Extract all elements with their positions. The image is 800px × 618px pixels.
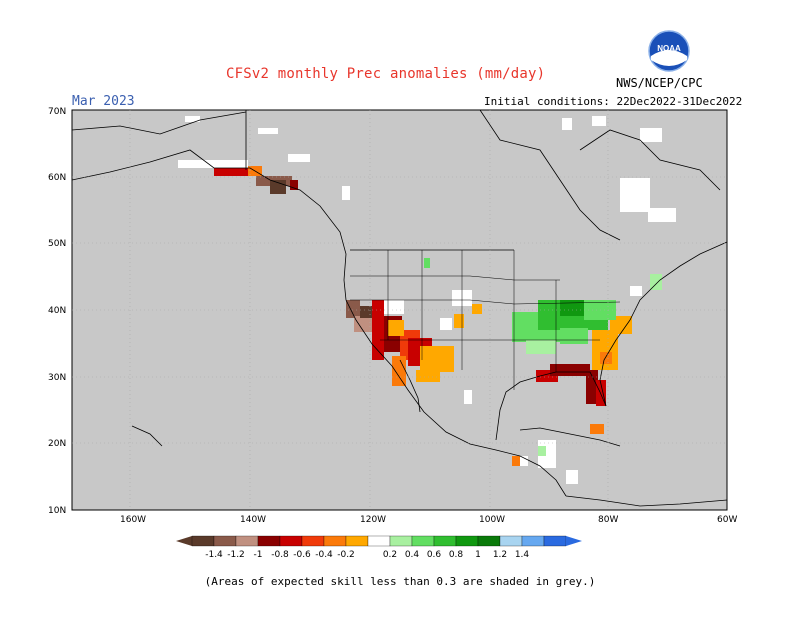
lat-label: 10N — [48, 506, 66, 516]
colorbar-left-arrow — [176, 536, 192, 546]
colorbar-swatch — [345, 535, 369, 547]
colorbar-swatch — [279, 535, 303, 547]
colorbar-label: 0.8 — [449, 550, 464, 560]
colorbar-swatch — [235, 535, 259, 547]
lon-label: 60W — [717, 515, 737, 525]
colorbar-label: -0.2 — [337, 550, 355, 560]
neutral-patches — [178, 116, 676, 484]
colorbar-label: 0.2 — [383, 550, 397, 560]
colorbar-right-arrow — [566, 536, 582, 546]
logo-text: NOAA — [657, 44, 681, 53]
colorbar-swatch — [367, 535, 391, 547]
colorbar-label: 1.2 — [493, 550, 507, 560]
colorbar: -1.4 -1.2 -1 -0.8 -0.6 -0.4 -0.2 0.2 0.4 0.6 0.8 1 1… — [176, 535, 582, 560]
lat-label: 60N — [48, 173, 66, 183]
colorbar-swatch — [411, 535, 435, 547]
lon-label: 120W — [360, 515, 386, 525]
colorbar-swatch — [521, 535, 545, 547]
lon-label: 100W — [479, 515, 505, 525]
colorbar-label: 0.4 — [405, 550, 420, 560]
lat-axis: 70N 60N 50N 40N 30N 20N 10N — [48, 107, 66, 516]
lon-label: 140W — [240, 515, 266, 525]
target-month: Mar 2023 — [72, 94, 135, 109]
lon-axis: 160W 140W 120W 100W 80W 60W — [120, 515, 737, 525]
lat-label: 20N — [48, 439, 66, 449]
colorbar-label: -0.6 — [293, 550, 311, 560]
lat-label: 30N — [48, 373, 66, 383]
colorbar-label: -1.4 — [205, 550, 223, 560]
lon-label: 80W — [598, 515, 618, 525]
colorbar-swatch — [191, 535, 215, 547]
colorbar-label: 0.6 — [427, 550, 442, 560]
lat-label: 50N — [48, 239, 66, 249]
colorbar-label: 1 — [475, 550, 481, 560]
lon-label: 160W — [120, 515, 146, 525]
initial-conditions: Initial conditions: 22Dec2022-31Dec2022 — [484, 95, 743, 108]
colorbar-swatch — [433, 535, 457, 547]
lat-label: 70N — [48, 107, 66, 117]
coastlines — [71, 109, 728, 507]
colorbar-swatch — [543, 535, 567, 547]
colorbar-swatch — [389, 535, 413, 547]
colorbar-swatch — [323, 535, 347, 547]
noaa-logo: NOAA — [648, 30, 690, 72]
colorbar-swatch — [455, 535, 479, 547]
agency-label: NWS/NCEP/CPC — [616, 76, 703, 90]
colorbar-label: -1.2 — [227, 550, 245, 560]
skill-note: (Areas of expected skill less than 0.3 a… — [204, 575, 596, 588]
colorbar-swatch — [213, 535, 237, 547]
colorbar-label: -0.8 — [271, 550, 289, 560]
grid-dots — [72, 110, 727, 510]
map-title: CFSv2 monthly Prec anomalies (mm/day) — [226, 66, 546, 82]
colorbar-swatch — [257, 535, 281, 547]
colorbar-swatch — [301, 535, 325, 547]
colorbar-label: 1.4 — [515, 550, 530, 560]
state-borders — [350, 250, 621, 390]
colorbar-swatch — [499, 535, 523, 547]
wet-anomalies — [424, 258, 662, 456]
colorbar-label: -0.4 — [315, 550, 333, 560]
colorbar-swatch — [477, 535, 501, 547]
colorbar-label: -1 — [254, 550, 263, 560]
lat-label: 40N — [48, 306, 66, 316]
